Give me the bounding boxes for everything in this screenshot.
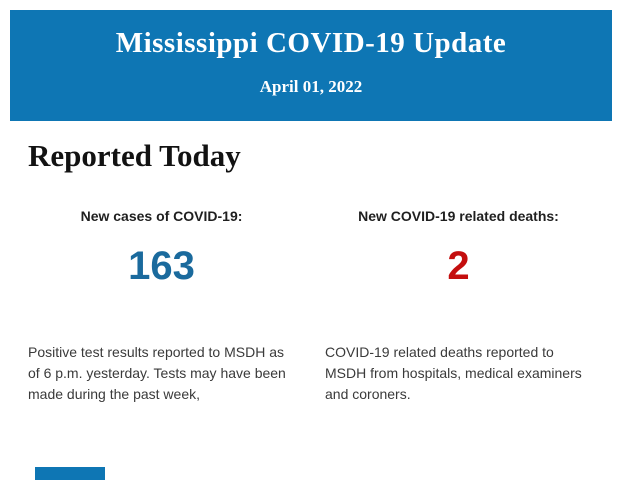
stat-new-deaths: New COVID-19 related deaths: 2 COVID-19 … [325, 208, 592, 419]
stats-columns: New cases of COVID-19: 163 Positive test… [28, 208, 592, 419]
footer-bar-partial [35, 467, 105, 480]
new-cases-label: New cases of COVID-19: [80, 208, 243, 224]
masthead: Mississippi COVID-19 Update April 01, 20… [10, 10, 612, 121]
report-date: April 01, 2022 [259, 77, 363, 96]
new-cases-value: 163 [128, 244, 195, 288]
page-title: Mississippi COVID-19 Update [115, 27, 507, 59]
section-heading-reported-today: Reported Today [28, 138, 241, 173]
new-deaths-description: COVID-19 related deaths reported to MSDH… [325, 344, 582, 402]
new-deaths-value: 2 [447, 244, 470, 288]
new-deaths-label: New COVID-19 related deaths: [358, 208, 559, 224]
stat-new-cases: New cases of COVID-19: 163 Positive test… [28, 208, 295, 419]
new-cases-description: Positive test results reported to MSDH a… [28, 344, 286, 402]
